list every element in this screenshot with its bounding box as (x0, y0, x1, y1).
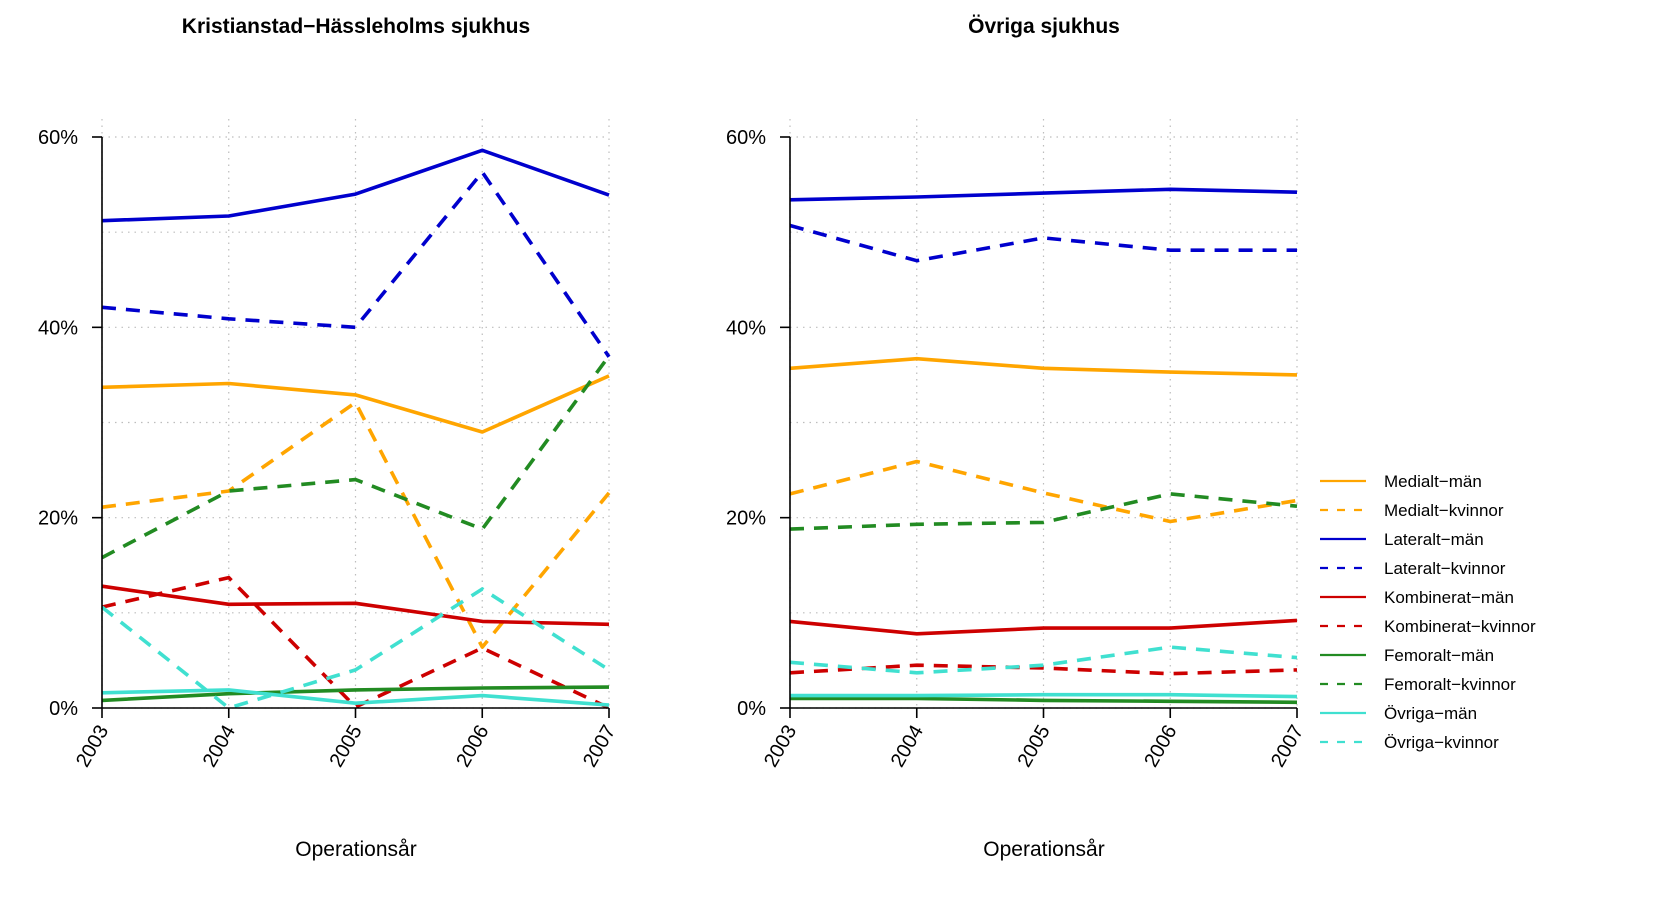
legend: Medialt−män Medialt−kvinnor Lateralt−män La… (1320, 472, 1536, 752)
panel-title: Kristianstad−Hässleholms sjukhus (182, 15, 530, 38)
legend-item: Övriga−män (1320, 704, 1477, 723)
panel-title: Övriga sjukhus (968, 15, 1120, 38)
series-line (789, 492, 1298, 531)
x-tick-label: 2006 (452, 722, 493, 772)
series-line (790, 692, 1298, 699)
series-line (789, 356, 1298, 377)
x-tick-label: 2007 (579, 722, 620, 772)
y-tick-label: 20% (38, 508, 78, 530)
series-line (101, 688, 610, 707)
legend-item: Övriga−kvinnor (1320, 733, 1499, 752)
panel-right: Övriga sjukhus Operationsår 0% 20% 40% 60% 2… (726, 15, 1308, 861)
legend-label: Femoralt−kvinnor (1384, 675, 1516, 694)
y-tick-label: 0% (49, 698, 78, 720)
y-tick-label: 40% (726, 317, 766, 339)
legend-label: Kombinerat−män (1384, 588, 1514, 607)
series-line (101, 685, 610, 703)
series-line (789, 618, 1298, 636)
x-axis-label: Operationsår (983, 838, 1104, 861)
legend-label: Lateralt−män (1384, 530, 1484, 549)
y-tick-label: 60% (38, 127, 78, 149)
series-line (101, 400, 611, 649)
series-line (789, 645, 1298, 675)
series-line (790, 696, 1298, 705)
legend-item: Kombinerat−män (1320, 588, 1514, 607)
series-line (101, 170, 611, 358)
x-tick-label: 2004 (199, 722, 240, 772)
x-tick-label: 2003 (72, 722, 113, 772)
legend-item: Lateralt−kvinnor (1320, 559, 1506, 578)
y-tick-label: 0% (737, 698, 766, 720)
legend-label: Kombinerat−kvinnor (1384, 617, 1536, 636)
legend-label: Övriga−kvinnor (1384, 733, 1499, 752)
series-line (101, 354, 611, 560)
x-tick-label: 2007 (1267, 722, 1308, 772)
series-line (101, 584, 610, 627)
x-tick-label: 2006 (1140, 722, 1181, 772)
legend-label: Övriga−män (1384, 704, 1477, 723)
legend-label: Lateralt−kvinnor (1384, 559, 1506, 578)
series-line (101, 374, 610, 434)
y-tick-label: 20% (726, 508, 766, 530)
series-line (789, 459, 1298, 524)
legend-item: Kombinerat−kvinnor (1320, 617, 1536, 636)
x-tick-label: 2004 (887, 722, 928, 772)
series-line (789, 187, 1298, 202)
legend-item: Femoralt−kvinnor (1320, 675, 1516, 694)
legend-item: Medialt−kvinnor (1320, 501, 1504, 520)
series-line (101, 148, 610, 223)
panel-left: Kristianstad−Hässleholms sjukhus Operati… (38, 15, 620, 861)
x-tick-label: 2005 (1014, 722, 1055, 772)
legend-item: Femoralt−män (1320, 646, 1494, 665)
y-tick-label: 40% (38, 317, 78, 339)
legend-label: Medialt−kvinnor (1384, 501, 1504, 520)
legend-label: Femoralt−män (1384, 646, 1494, 665)
x-axis-label: Operationsår (295, 838, 416, 861)
legend-item: Medialt−män (1320, 472, 1482, 491)
x-tick-label: 2005 (326, 722, 367, 772)
x-tick-label: 2003 (760, 722, 801, 772)
legend-item: Lateralt−män (1320, 530, 1484, 549)
legend-label: Medialt−män (1384, 472, 1482, 491)
series-line (100, 587, 610, 710)
y-tick-label: 60% (726, 127, 766, 149)
